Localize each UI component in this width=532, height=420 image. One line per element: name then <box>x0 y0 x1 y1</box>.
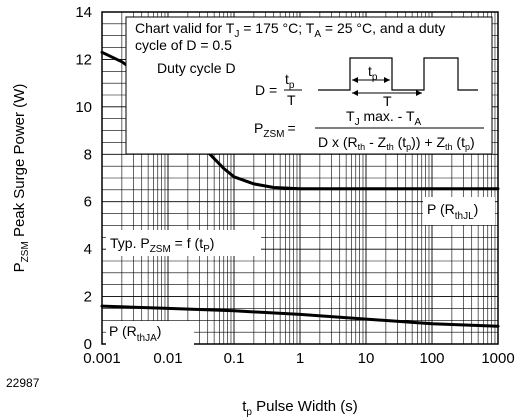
pulse-waveform <box>318 57 478 91</box>
x-axis-label: tp Pulse Width (s) <box>242 398 358 418</box>
formula-lhs: PZSM = <box>254 120 296 140</box>
series-line-rthja <box>100 304 500 328</box>
plot-frame <box>101 11 499 345</box>
x-axis-label-main: t <box>242 398 247 415</box>
y-tick-label: 4 <box>84 241 92 258</box>
duty-eq-label: D = <box>255 82 277 98</box>
validity-note-line2: cycle of D = 0.5 <box>135 37 232 53</box>
y-axis-label-sub: ZSM <box>20 241 31 262</box>
y-tick-label: 14 <box>75 4 92 21</box>
rthja-label: P (RthJA) <box>109 323 161 344</box>
tp-label: tp <box>368 63 378 83</box>
typ-label-box <box>106 230 261 256</box>
y-tick-label: 2 <box>84 289 92 306</box>
validity-note-box <box>125 16 493 155</box>
formula-numerator: TJ max. - TA <box>346 108 422 128</box>
y-tick-label: 6 <box>84 194 92 211</box>
y-tick-label: 0 <box>84 336 92 353</box>
duty-cycle-label: Duty cycle D <box>157 60 236 76</box>
rthja-label-box <box>106 321 194 345</box>
x-tick-label: 100 <box>419 350 444 367</box>
typ-label: Typ. PZSM = f (tP) <box>110 235 214 255</box>
y-tick-label: 12 <box>75 51 92 68</box>
y-tick-label: 10 <box>75 99 92 116</box>
duty-frac-bottom: T <box>287 92 296 108</box>
x-tick-label: 0.1 <box>224 350 245 367</box>
period-label: T <box>383 93 392 109</box>
tick-labels: 0.001 0.01 0.1 1 10 100 1000 0 2 4 6 8 10 12 14 <box>75 4 514 367</box>
x-tick-label: 0.01 <box>153 350 182 367</box>
x-tick-label: 0.001 <box>83 350 121 367</box>
rthjl-label-box <box>423 197 495 225</box>
validity-note-line1: Chart valid for TJ = 175 °C; TA = 25 °C,… <box>135 20 445 40</box>
x-axis-label-rest: Pulse Width (s) <box>252 398 358 415</box>
y-axis-label-rest: Peak Surge Power (W) <box>11 84 28 242</box>
x-axis-label-sub: p <box>246 407 252 418</box>
figure-id: 22987 <box>6 376 40 390</box>
y-tick-label: 8 <box>84 146 92 163</box>
duty-frac-top: tp <box>285 71 295 91</box>
rthjl-label: P (RthJL) <box>427 201 478 222</box>
x-tick-label: 1000 <box>481 350 514 367</box>
x-tick-label: 1 <box>296 350 304 367</box>
y-axis-label: PZSM Peak Surge Power (W) <box>11 84 31 273</box>
x-tick-label: 10 <box>358 350 375 367</box>
y-axis-label-main: P <box>11 262 28 272</box>
formula-denominator: D x (Rth - Zth (tp)) + Zth (tp) <box>318 134 475 152</box>
